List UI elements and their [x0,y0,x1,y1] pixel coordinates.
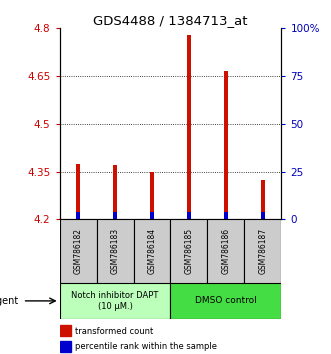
Text: transformed count: transformed count [75,326,153,336]
Text: GSM786183: GSM786183 [111,228,119,274]
Bar [113,165,117,212]
Bar [187,35,191,212]
Bar [60,283,170,319]
Bar [170,283,281,319]
Text: DMSO control: DMSO control [195,296,257,306]
Text: GSM786187: GSM786187 [259,228,267,274]
Bar [187,212,191,219]
Bar [113,212,117,219]
Title: GDS4488 / 1384713_at: GDS4488 / 1384713_at [93,14,248,27]
Bar [97,219,133,283]
Bar [224,212,228,219]
Bar [150,172,154,212]
Bar [76,164,80,212]
Bar [60,341,71,353]
Bar [224,71,228,212]
Bar [150,212,154,219]
Bar [208,219,244,283]
Text: GSM786185: GSM786185 [184,228,193,274]
Bar [170,219,208,283]
Bar [244,219,281,283]
Text: GSM786186: GSM786186 [221,228,230,274]
Bar [260,179,265,212]
Text: GSM786184: GSM786184 [148,228,157,274]
Text: GSM786182: GSM786182 [73,228,82,274]
Text: percentile rank within the sample: percentile rank within the sample [75,342,217,352]
Bar [60,219,97,283]
Bar [260,212,265,219]
Bar [76,212,80,219]
Text: Notch inhibitor DAPT
(10 μM.): Notch inhibitor DAPT (10 μM.) [71,291,159,311]
Bar [60,325,71,336]
Text: agent: agent [0,296,19,306]
Bar [133,219,170,283]
